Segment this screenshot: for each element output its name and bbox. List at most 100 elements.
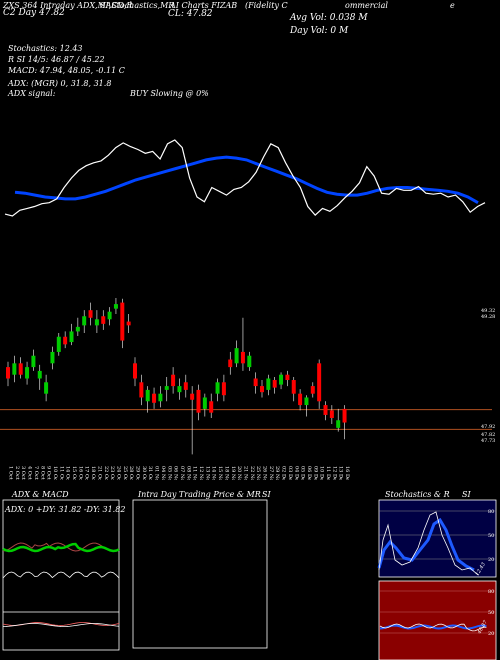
date-tick: 17 Oct xyxy=(84,466,90,480)
date-tick: 22 Oct xyxy=(103,466,109,480)
macd-value: MACD: 47.94, 48.05, -0.11 C xyxy=(8,66,125,75)
stochastics-grid: 80 50 20 xyxy=(379,509,496,563)
candle-body xyxy=(266,378,271,390)
candle-body xyxy=(171,374,176,387)
date-tick: 21 Oct xyxy=(96,466,102,480)
candle-body xyxy=(101,316,106,324)
date-tick: 06 Nov xyxy=(173,466,179,480)
candle-body xyxy=(279,374,284,385)
date-tick: 01 Nov xyxy=(154,466,160,480)
date-tick: 7 Oct xyxy=(33,466,39,480)
date-tick: 8 Oct xyxy=(39,466,45,480)
candle-body xyxy=(234,348,239,364)
date-tick: 04 Dec xyxy=(293,466,299,480)
header-title-1: ZXS 364 Intraday ADX,MACD,R xyxy=(3,1,133,10)
candle-body xyxy=(152,393,157,403)
date-tick: 08 Nov xyxy=(185,466,191,480)
candle-body xyxy=(82,316,87,326)
date-tick: 15 Nov xyxy=(217,466,223,480)
intraday-panel xyxy=(132,499,268,649)
candle-body xyxy=(120,302,125,341)
date-tick: 26 Nov xyxy=(262,466,268,480)
rsi-value: R SI 14/5: 46.87 / 45.22 xyxy=(8,55,105,64)
date-tick: 02 Dec xyxy=(281,466,287,480)
avg-volume: Avg Vol: 0.038 M xyxy=(290,13,368,23)
price-line xyxy=(4,139,486,217)
adx-lines xyxy=(2,542,120,579)
candle-body xyxy=(88,310,93,318)
candle-body xyxy=(158,393,163,402)
date-tick: 4 Oct xyxy=(27,466,33,480)
main-price-chart: 1 Oct 2 Oct 3 Oct 4 Oct 7 Oct 8 Oct 9 Oct 10 Oc… xyxy=(0,139,495,480)
adx-line xyxy=(2,571,120,579)
macd-lines xyxy=(2,622,120,627)
rsi-tick-label: 50 xyxy=(488,610,494,616)
header-title-4: (Fidelity C xyxy=(245,1,288,10)
date-tick: 13 Nov xyxy=(204,466,210,480)
date-tick: 10 Oct xyxy=(52,466,58,480)
candle-body xyxy=(12,363,17,375)
stoch-tick-label: 20 xyxy=(488,557,494,563)
candle-body xyxy=(25,367,30,379)
candle-body xyxy=(317,363,322,402)
candle-body xyxy=(177,386,182,393)
candle-body xyxy=(190,393,195,400)
rsi-line xyxy=(379,623,487,632)
rsi-tick-label: 20 xyxy=(488,631,494,637)
candle-body xyxy=(329,410,334,418)
date-tick: 14 Oct xyxy=(65,466,71,480)
candle-body xyxy=(164,386,169,390)
date-tick: 16 Oct xyxy=(77,466,83,480)
buy-signal: BUY Slowing @ 0% xyxy=(130,89,209,98)
intraday-panel-si: SI xyxy=(262,490,271,499)
stochastics-panel xyxy=(378,499,497,578)
date-tick: 12 Nov xyxy=(198,466,204,480)
adx-plus-di xyxy=(2,542,120,553)
candle-body xyxy=(202,397,207,409)
candle-body xyxy=(183,382,188,390)
date-tick: 31 Oct xyxy=(147,466,153,480)
candle-body xyxy=(209,401,214,413)
price-label: 49.28 xyxy=(481,314,495,320)
header-title-3: AI Charts FIZAB xyxy=(170,1,238,10)
day-price: C2 Day 47.82 xyxy=(3,8,65,18)
date-tick: 24 Oct xyxy=(115,466,121,480)
adx-signal: ADX signal: xyxy=(8,89,56,98)
date-tick: 1 Oct xyxy=(8,466,14,480)
date-tick: 19 Nov xyxy=(230,466,236,480)
candle-body xyxy=(228,359,233,368)
candle-body xyxy=(75,326,80,332)
date-tick: 06 Dec xyxy=(306,466,312,480)
candle-body xyxy=(139,382,144,398)
rsi-tick-label: 80 xyxy=(488,589,494,595)
candle-body xyxy=(272,380,277,388)
stoch-panel-si: SI xyxy=(462,490,471,499)
candle-body xyxy=(56,336,61,352)
price-overlay-layer xyxy=(4,139,486,217)
candle-body xyxy=(260,386,264,393)
candle-body xyxy=(31,355,36,368)
date-tick: 09 Dec xyxy=(312,466,318,480)
date-tick: 23 Oct xyxy=(109,466,115,480)
date-tick: 11 Nov xyxy=(192,466,198,480)
candle-body xyxy=(310,386,315,394)
adx-value: ADX: (MGR) 0, 31.8, 31.8 xyxy=(8,79,112,88)
rsi-average-line xyxy=(379,624,487,630)
date-tick: 30 Oct xyxy=(141,466,147,480)
date-tick: 05 Nov xyxy=(166,466,172,480)
candle-body xyxy=(342,408,347,423)
adx-readout: ADX: 0 +DY: 31.82 -DY: 31.82 xyxy=(4,505,125,514)
adx-minus-di xyxy=(2,542,120,552)
date-tick: 28 Oct xyxy=(128,466,134,480)
candle-body xyxy=(63,336,68,345)
candle-body xyxy=(94,319,99,326)
candlestick-layer xyxy=(6,298,347,455)
candle-body xyxy=(291,380,296,394)
adx-panel xyxy=(2,499,120,651)
date-tick: 18 Nov xyxy=(223,466,229,480)
date-tick: 07 Nov xyxy=(179,466,185,480)
candle-body xyxy=(145,389,150,402)
price-label: 49.32 xyxy=(481,308,495,314)
candle-body xyxy=(50,351,55,364)
